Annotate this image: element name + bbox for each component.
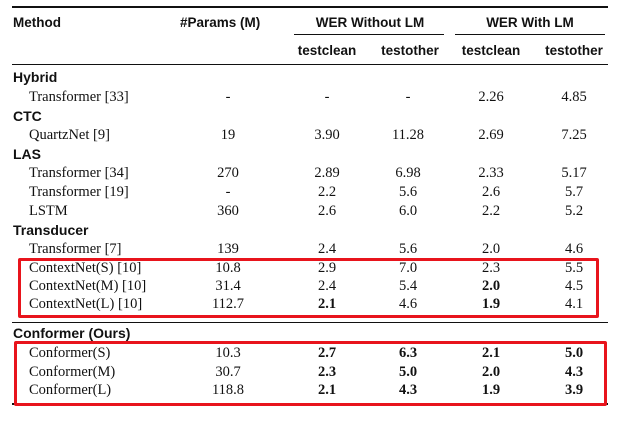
subheader-testother-nolm: testother [381, 43, 439, 58]
row-wer-testclean-nolm: - [324, 89, 330, 105]
row-params: 270 [217, 165, 239, 181]
row-params: 112.7 [211, 296, 245, 312]
row-wer-testother-nolm: 6.3 [398, 345, 418, 361]
group-label-hybrid: Hybrid [13, 69, 58, 85]
row-method: Transformer [34] [29, 165, 129, 181]
row-wer-testclean-nolm: 2.2 [317, 184, 337, 200]
row-wer-testother-lm: 4.6 [564, 241, 584, 257]
row-method: Conformer(M) [29, 364, 116, 380]
header-method: Method [13, 15, 61, 30]
row-wer-testclean-nolm: 2.4 [317, 278, 337, 294]
row-params: 10.3 [215, 345, 241, 361]
header-wer-without-lm: WER Without LM [315, 15, 425, 30]
row-params: 139 [217, 241, 239, 257]
highlight-box-contextnet [18, 258, 599, 318]
row-params: 360 [217, 203, 239, 219]
row-method: Conformer(S) [29, 345, 111, 361]
row-wer-testclean-lm: 2.69 [478, 127, 504, 143]
row-params: 10.8 [215, 260, 241, 276]
row-wer-testother-lm: 7.25 [561, 127, 587, 143]
row-method: ContextNet(S) [10] [29, 260, 142, 276]
group-label-conformer: Conformer (Ours) [13, 325, 131, 341]
row-wer-testclean-lm: 1.9 [481, 382, 501, 398]
row-wer-testclean-nolm: 3.90 [314, 127, 340, 143]
group-label-transducer: Transducer [13, 222, 89, 238]
row-wer-testother-nolm: 4.3 [398, 382, 418, 398]
row-method: Transformer [7] [29, 241, 122, 257]
header-underline-without-lm [294, 34, 444, 35]
row-wer-testother-nolm: 11.28 [391, 127, 425, 143]
row-wer-testclean-lm: 2.3 [481, 260, 501, 276]
highlight-box-conformer [14, 341, 607, 406]
row-wer-testclean-nolm: 2.4 [317, 241, 337, 257]
row-wer-testother-lm: 5.0 [564, 345, 584, 361]
row-wer-testother-lm: 5.17 [561, 165, 587, 181]
row-wer-testclean-lm: 2.33 [478, 165, 504, 181]
row-wer-testclean-lm: 2.1 [481, 345, 501, 361]
row-method: Transformer [19] [29, 184, 129, 200]
row-wer-testother-nolm: 5.4 [398, 278, 418, 294]
header-underline-with-lm [455, 34, 605, 35]
row-wer-testother-lm: 3.9 [564, 382, 584, 398]
row-wer-testclean-nolm: 2.89 [314, 165, 340, 181]
subheader-testclean-nolm: testclean [297, 43, 357, 58]
row-wer-testother-nolm: 6.98 [395, 165, 421, 181]
row-wer-testother-nolm: 7.0 [398, 260, 418, 276]
row-wer-testclean-lm: 2.0 [481, 364, 501, 380]
row-wer-testclean-nolm: 2.1 [317, 296, 337, 312]
row-wer-testother-lm: 4.85 [561, 89, 587, 105]
row-method: ContextNet(M) [10] [29, 278, 147, 294]
row-wer-testother-nolm: 4.6 [398, 296, 418, 312]
header-wer-with-lm: WER With LM [486, 15, 574, 30]
row-wer-testclean-lm: 2.26 [478, 89, 504, 105]
subheader-testclean-lm: testclean [461, 43, 521, 58]
row-wer-testother-nolm: - [405, 89, 411, 105]
row-wer-testother-nolm: 5.0 [398, 364, 418, 380]
row-method: QuartzNet [9] [29, 127, 110, 143]
row-wer-testother-lm: 5.5 [564, 260, 584, 276]
row-wer-testother-nolm: 5.6 [398, 184, 418, 200]
row-wer-testother-nolm: 6.0 [398, 203, 418, 219]
row-wer-testclean-lm: 2.0 [481, 241, 501, 257]
row-wer-testclean-nolm: 2.9 [317, 260, 337, 276]
row-params: - [225, 184, 231, 200]
row-wer-testother-lm: 4.1 [564, 296, 584, 312]
row-wer-testclean-lm: 2.6 [481, 184, 501, 200]
row-method: LSTM [29, 203, 68, 219]
row-params: 30.7 [215, 364, 241, 380]
row-method: ContextNet(L) [10] [29, 296, 143, 312]
row-wer-testother-nolm: 5.6 [398, 241, 418, 257]
header-bottom-rule [12, 64, 608, 65]
group-label-ctc: CTC [13, 108, 42, 124]
row-params: 31.4 [215, 278, 241, 294]
row-wer-testclean-nolm: 2.3 [317, 364, 337, 380]
header-params: #Params (M) [180, 15, 261, 30]
row-wer-testclean-nolm: 2.7 [317, 345, 337, 361]
subheader-testother-lm: testother [545, 43, 603, 58]
group-label-las: LAS [13, 146, 41, 162]
top-rule [12, 6, 608, 8]
row-method: Transformer [33] [29, 89, 129, 105]
row-wer-testclean-nolm: 2.1 [317, 382, 337, 398]
conformer-top-rule [12, 322, 608, 323]
row-wer-testclean-lm: 2.0 [481, 278, 501, 294]
row-params: 19 [220, 127, 236, 143]
row-params: - [225, 89, 231, 105]
row-wer-testclean-nolm: 2.6 [317, 203, 337, 219]
row-wer-testother-lm: 5.2 [564, 203, 584, 219]
row-wer-testclean-lm: 2.2 [481, 203, 501, 219]
row-wer-testother-lm: 4.3 [564, 364, 584, 380]
row-wer-testclean-lm: 1.9 [481, 296, 501, 312]
row-params: 118.8 [211, 382, 245, 398]
row-wer-testother-lm: 5.7 [564, 184, 584, 200]
row-wer-testother-lm: 4.5 [564, 278, 584, 294]
row-method: Conformer(L) [29, 382, 112, 398]
